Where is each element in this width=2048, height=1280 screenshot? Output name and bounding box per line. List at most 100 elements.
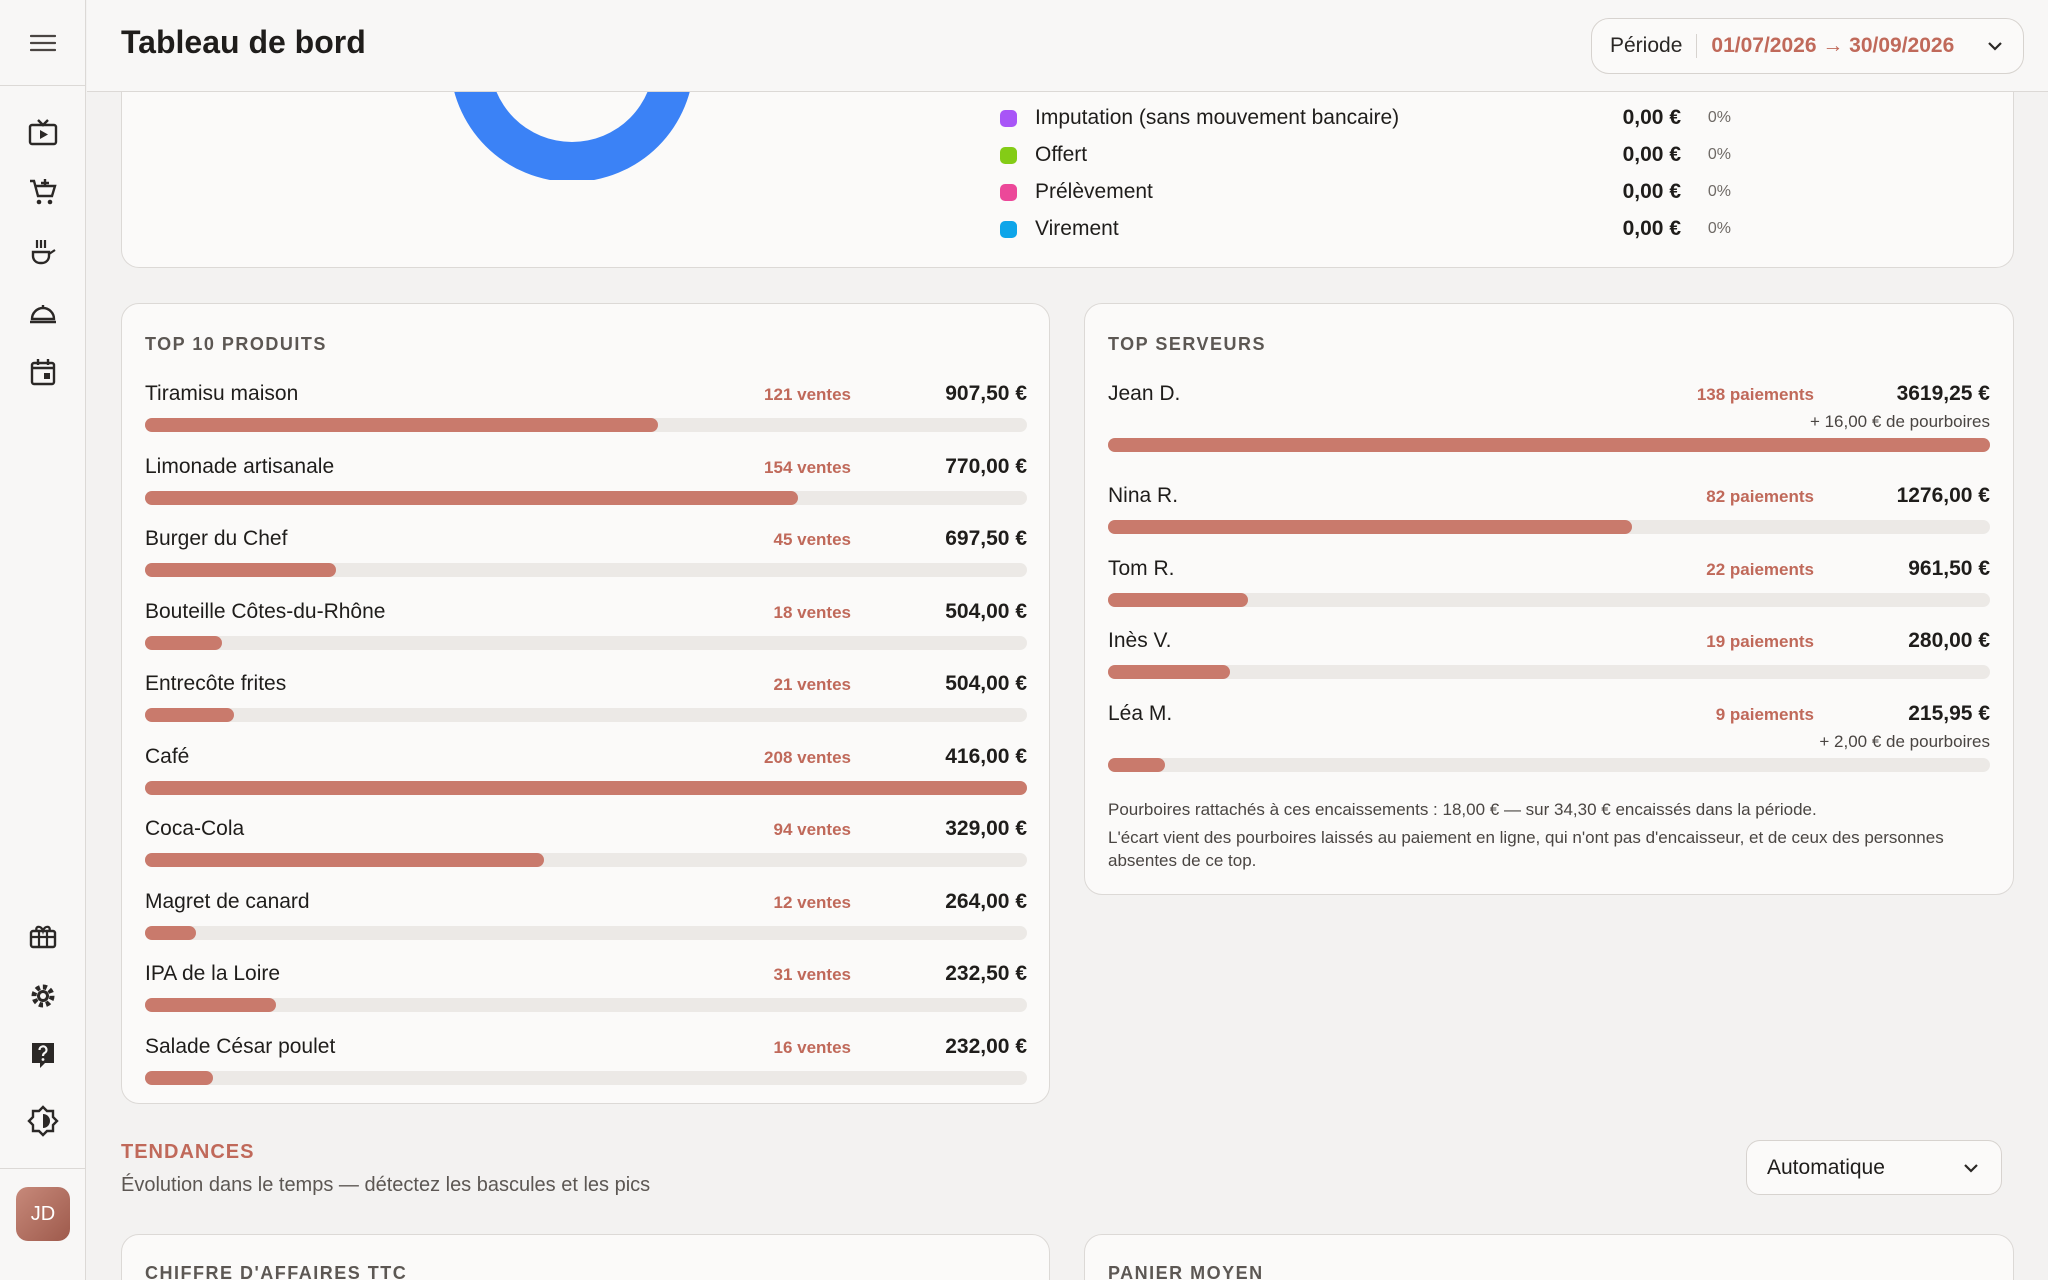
- product-amount: 697,50 €: [945, 527, 1027, 550]
- product-name: Limonade artisanale: [145, 454, 335, 478]
- server-bar-track: [1108, 520, 1990, 534]
- product-name: Salade César poulet: [145, 1034, 336, 1058]
- server-amount: 280,00 €: [1908, 629, 1990, 652]
- server-payment-count: 22 paiements: [1706, 560, 1814, 579]
- product-sales-count: 45 ventes: [773, 530, 852, 549]
- chevron-down-icon: [1988, 42, 2002, 51]
- granularity-value: Automatique: [1767, 1155, 1885, 1179]
- top-products-card: TOP 10 PRODUITS Tiramisu maison 121 vente…: [121, 303, 1050, 1104]
- product-name: Entrecôte frites: [145, 672, 287, 695]
- legend-amount: 0,00 €: [1622, 180, 1681, 203]
- product-bar-fill: [145, 998, 276, 1012]
- product-sales-count: 12 ventes: [773, 892, 852, 912]
- product-bar-track: [145, 998, 1027, 1012]
- server-amount: 1276,00 €: [1896, 484, 1990, 507]
- product-amount: 504,00 €: [945, 672, 1027, 695]
- server-bar-track: [1108, 593, 1990, 607]
- product-name: Tiramisu maison: [145, 382, 299, 405]
- server-tips: + 16,00 € de pourboires: [1809, 412, 1990, 431]
- product-bar-track: [145, 853, 1027, 867]
- cart-icon[interactable]: [25, 174, 61, 210]
- product-bar-fill: [145, 490, 798, 505]
- product-bar-track: [145, 1070, 1027, 1085]
- product-sales-count: 21 ventes: [773, 675, 852, 694]
- tips-explanation: L'écart vient des pourboires laissés au …: [1108, 828, 1944, 870]
- legend-color-dot: [1000, 183, 1017, 201]
- page-title: Tableau de bord: [121, 24, 366, 60]
- product-bar-fill: [145, 780, 1027, 795]
- theme-icon[interactable]: [25, 1103, 61, 1139]
- period-selector[interactable]: Période 01/07/2026 → 30/09/2026: [1591, 18, 2024, 74]
- server-bar-fill: [1108, 520, 1632, 534]
- payment-methods-card: Imputation (sans mouvement bancaire) 0,0…: [121, 60, 2014, 268]
- legend-percent: 0%: [1707, 183, 1731, 200]
- trends-subtitle: Évolution dans le temps — détectez les b…: [121, 1174, 651, 1196]
- service-bell-icon[interactable]: [25, 294, 61, 330]
- product-amount: 907,50 €: [945, 382, 1027, 405]
- product-bar-track: [145, 925, 1027, 940]
- product-bar-fill: [145, 925, 196, 940]
- product-bar-track: [145, 635, 1027, 650]
- product-sales-count: 208 ventes: [764, 747, 851, 767]
- menu-icon: [30, 34, 56, 51]
- product-bar-fill: [145, 418, 658, 432]
- legend-percent: 0%: [1707, 220, 1731, 237]
- legend-amount: 0,00 €: [1622, 217, 1681, 240]
- product-amount: 329,00 €: [945, 817, 1027, 840]
- product-bar-track: [145, 780, 1027, 795]
- server-name: Léa M.: [1108, 702, 1173, 725]
- kitchen-icon[interactable]: [25, 234, 61, 270]
- legend-percent: 0%: [1707, 146, 1731, 163]
- server-bar-fill: [1108, 438, 1990, 452]
- legend-color-dot: [1000, 146, 1017, 164]
- server-bar-fill: [1108, 665, 1230, 679]
- granularity-select[interactable]: Automatique: [1746, 1140, 2002, 1195]
- legend-name: Imputation (sans mouvement bancaire): [1035, 106, 1400, 129]
- product-sales-count: 18 ventes: [773, 602, 852, 622]
- server-amount: 3619,25 €: [1896, 382, 1990, 405]
- server-bar-track: [1108, 438, 1990, 452]
- gift-icon[interactable]: [25, 918, 61, 954]
- calendar-icon[interactable]: [25, 354, 61, 390]
- sidebar: JD: [0, 0, 86, 1280]
- help-icon[interactable]: [25, 1037, 61, 1073]
- legend-row: Virement 0,00 € 0%: [1000, 214, 1731, 244]
- product-bar-track: [145, 563, 1027, 577]
- menu-button[interactable]: [0, 0, 86, 86]
- product-sales-count: 31 ventes: [773, 965, 852, 984]
- product-sales-count: 94 ventes: [773, 820, 852, 839]
- period-label: Période: [1610, 34, 1698, 58]
- legend-percent: 0%: [1707, 109, 1731, 126]
- trends-title: TENDANCES: [121, 1141, 255, 1163]
- server-payment-count: 19 paiements: [1706, 632, 1814, 651]
- product-sales-count: 121 ventes: [764, 385, 851, 404]
- top-servers-title: TOP SERVEURS: [1108, 334, 1267, 354]
- avatar[interactable]: JD: [16, 1187, 70, 1241]
- product-bar-track: [145, 490, 1027, 505]
- gear-icon[interactable]: [25, 978, 61, 1014]
- server-name: Jean D.: [1108, 382, 1181, 405]
- product-name: Coca-Cola: [145, 817, 245, 840]
- sidebar-divider: [0, 1168, 86, 1169]
- product-name: Burger du Chef: [145, 527, 288, 550]
- product-bar-track: [145, 418, 1027, 432]
- header: Tableau de bord Période 01/07/2026 → 30/…: [87, 0, 2048, 92]
- product-bar-fill: [145, 708, 234, 722]
- chevron-down-icon: [1964, 1163, 1978, 1173]
- revenue-card-title: CHIFFRE D'AFFAIRES TTC: [145, 1263, 408, 1280]
- server-bar-track: [1108, 665, 1990, 679]
- product-amount: 264,00 €: [945, 889, 1027, 913]
- server-bar-fill: [1108, 758, 1165, 772]
- product-sales-count: 154 ventes: [764, 457, 851, 477]
- server-amount: 215,95 €: [1908, 702, 1990, 725]
- server-name: Tom R.: [1108, 557, 1175, 580]
- payment-donut-chart: [450, 60, 694, 180]
- legend-amount: 0,00 €: [1622, 106, 1681, 129]
- period-value: 01/07/2026 → 30/09/2026: [1711, 34, 1955, 57]
- legend-name: Offert: [1035, 143, 1088, 166]
- tv-icon[interactable]: [25, 115, 61, 151]
- product-amount: 416,00 €: [945, 744, 1027, 768]
- product-amount: 232,00 €: [945, 1034, 1027, 1058]
- average-basket-card: PANIER MOYEN: [1084, 1234, 2014, 1280]
- legend-row: Prélèvement 0,00 € 0%: [1000, 177, 1731, 207]
